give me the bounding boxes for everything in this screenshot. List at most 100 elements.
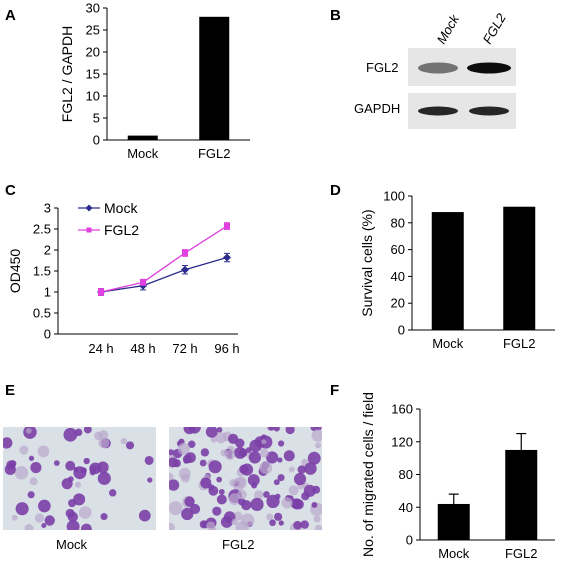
cell xyxy=(73,493,86,506)
x-tick-label: 24 h xyxy=(88,341,113,356)
cell xyxy=(313,515,321,523)
cell xyxy=(208,460,222,474)
y-tick-label: 40 xyxy=(391,269,405,284)
cell xyxy=(44,515,55,526)
cell xyxy=(238,497,246,506)
cell xyxy=(312,485,321,494)
cell xyxy=(169,449,175,456)
cell xyxy=(233,511,243,521)
cell xyxy=(120,437,128,445)
cell xyxy=(278,520,284,526)
cell xyxy=(181,507,194,521)
cell xyxy=(200,448,210,457)
cell xyxy=(235,476,247,488)
cell xyxy=(224,449,236,461)
y-axis-label: FGL2 / GAPDH xyxy=(59,26,75,122)
legend-marker xyxy=(85,204,93,212)
cell xyxy=(261,439,267,445)
cell xyxy=(216,494,227,505)
y-tick-label: 100 xyxy=(383,189,405,204)
bar xyxy=(199,16,230,140)
y-tick-label: 60 xyxy=(391,242,405,257)
cell xyxy=(240,513,255,528)
cell xyxy=(178,467,191,480)
y-tick-label: 3 xyxy=(44,201,51,216)
blot-band xyxy=(418,106,458,116)
y-tick-label: 20 xyxy=(391,296,405,311)
cell xyxy=(3,437,13,449)
y-tick-label: 10 xyxy=(86,89,100,104)
cell xyxy=(239,464,249,474)
y-tick-label: 0.5 xyxy=(33,306,51,321)
y-tick-label: 2 xyxy=(44,243,51,258)
panel-letter-a: A xyxy=(5,7,16,24)
y-tick-label: 2.5 xyxy=(33,222,51,237)
x-tick-label: Mock xyxy=(432,336,464,351)
cell xyxy=(311,501,318,508)
cell xyxy=(28,455,35,461)
cell xyxy=(291,498,303,510)
cell xyxy=(125,441,135,450)
cell xyxy=(29,477,38,486)
cell xyxy=(307,451,321,465)
cell xyxy=(266,451,279,464)
x-tick-label: FGL2 xyxy=(198,146,231,161)
panel-letter-d: D xyxy=(330,182,341,199)
cell xyxy=(27,491,35,499)
y-tick-label: 0 xyxy=(93,133,100,148)
cell xyxy=(259,448,269,458)
bar xyxy=(431,212,464,330)
cell xyxy=(300,520,309,529)
x-tick-label: 96 h xyxy=(214,341,239,356)
series-line xyxy=(100,225,228,293)
cell xyxy=(234,446,247,459)
cell xyxy=(247,474,260,487)
cell xyxy=(14,465,29,480)
cell xyxy=(206,521,216,530)
y-tick-label: 0 xyxy=(406,533,413,548)
y-tick-label: 1 xyxy=(44,285,51,300)
x-tick-label: Mock xyxy=(127,146,159,161)
cell xyxy=(216,476,223,483)
cell xyxy=(94,431,103,441)
cell xyxy=(293,472,307,486)
y-tick-label: 40 xyxy=(399,500,413,515)
cell xyxy=(66,520,80,530)
cell xyxy=(169,522,175,530)
y-tick-label: 0 xyxy=(398,323,405,338)
cell xyxy=(205,427,218,438)
x-tick-label: 72 h xyxy=(172,341,197,356)
blot-band xyxy=(418,62,458,74)
cell xyxy=(277,457,283,463)
chart-a: 0 5 10 15 20 25 30 Mock FGL2 FGL2 / GAPDH xyxy=(59,1,250,161)
cell xyxy=(169,472,174,482)
cell xyxy=(138,509,151,522)
cell xyxy=(83,457,90,465)
micrographs: Mock FGL2 xyxy=(3,427,322,552)
cell xyxy=(108,489,117,497)
cell xyxy=(63,427,78,442)
cell xyxy=(200,477,212,489)
cell xyxy=(267,427,275,431)
data-point xyxy=(98,289,104,295)
cell xyxy=(97,471,111,485)
y-tick-label: 20 xyxy=(86,45,100,60)
panel-letter-f: F xyxy=(330,382,339,399)
cell xyxy=(98,437,110,449)
chart-d: 0 20 40 60 80 100 Mock FGL2 Survival cells (%) xyxy=(359,189,555,351)
cell xyxy=(237,489,247,500)
x-tick-label: FGL2 xyxy=(505,546,538,561)
cell xyxy=(61,478,73,490)
cell xyxy=(215,432,227,444)
data-point xyxy=(224,223,230,230)
cell xyxy=(297,465,306,474)
western-blot: Mock FGL2 FGL2 GAPDH xyxy=(354,10,516,129)
cell xyxy=(78,506,92,519)
cell xyxy=(249,439,262,453)
legend-marker xyxy=(86,227,92,233)
y-tick-label: 120 xyxy=(391,434,413,449)
y-tick-label: 30 xyxy=(86,1,100,16)
cell xyxy=(144,455,154,465)
cell xyxy=(37,445,50,458)
cell xyxy=(301,492,310,501)
